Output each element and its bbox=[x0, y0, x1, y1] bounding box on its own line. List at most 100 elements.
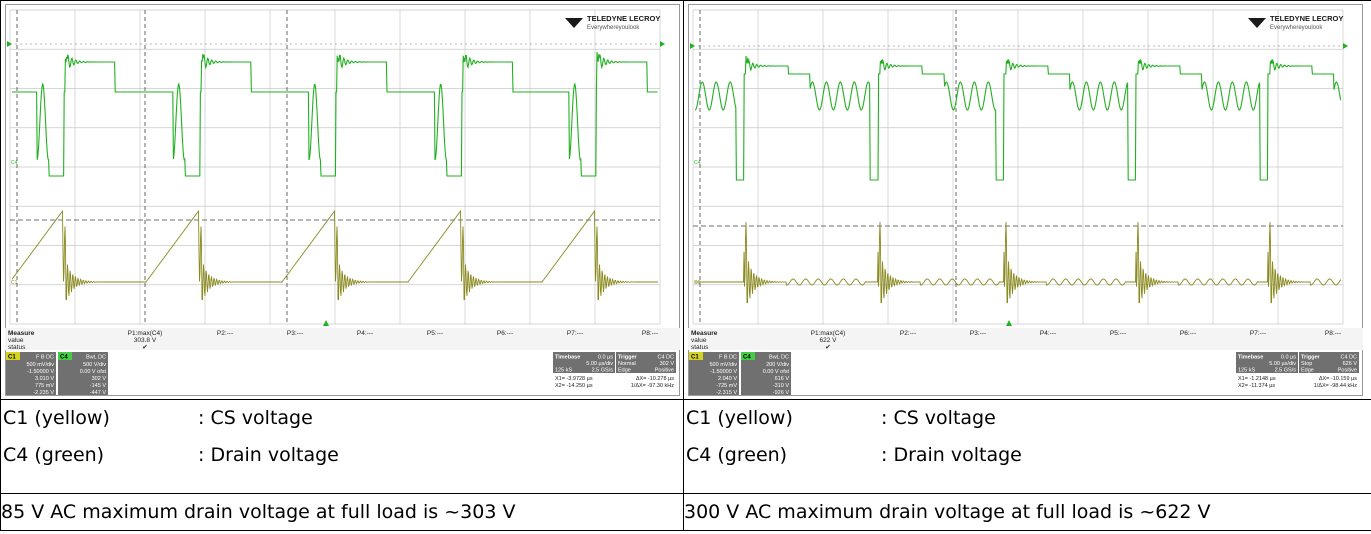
c4-badge-label: C4 bbox=[743, 355, 751, 361]
c1-badge bbox=[689, 352, 703, 360]
legend-cell-left: C1 (yellow) : CS voltage C4 (green) : Drai… bbox=[0, 399, 684, 494]
trigger-label: Trigger bbox=[1301, 355, 1321, 361]
c4-offset: 0.00 V ofst bbox=[763, 369, 790, 375]
c4-badge bbox=[741, 352, 755, 360]
c1-readout-1: 3.010 V bbox=[35, 376, 54, 382]
legend-c1: C1 (yellow): CS voltage bbox=[684, 400, 1371, 437]
c1-trace-marker: C1 bbox=[11, 280, 18, 286]
cursor-delta-x: ΔX= -10.278 µs bbox=[636, 376, 674, 382]
legend-c1-label: C1 (yellow) bbox=[686, 407, 793, 429]
c1-readout-3: -2.315 V bbox=[716, 390, 737, 396]
c1-readout-2: 775 mV bbox=[35, 383, 54, 389]
oscilloscope-screenshot-right: C4 C1 TELEDYNE LECROY Everywhereyoulook Meas… bbox=[688, 4, 1363, 396]
measure-status-label: status bbox=[8, 344, 26, 351]
c4-badge bbox=[58, 352, 72, 360]
timebase-box bbox=[553, 352, 615, 373]
scope-cell-left: C4 C1 TELEDYNE LECROY Everywhereyoulook Meas… bbox=[0, 0, 684, 400]
measure-bar bbox=[688, 328, 1363, 350]
measure-param-4: P4:--- bbox=[357, 330, 373, 337]
cursor-x1: X1= -3.9728 µs bbox=[555, 376, 593, 382]
c1-trace-marker: C1 bbox=[694, 280, 701, 286]
c4-readout-1: 302 V bbox=[92, 376, 107, 382]
scope-display-right: C4 C1 TELEDYNE LECROY Everywhereyoulook Meas… bbox=[688, 4, 1363, 396]
measure-param-1: P1:max(C4) bbox=[128, 330, 163, 337]
trigger-type: Edge bbox=[1301, 368, 1314, 374]
c1-vdiv: 500 mV/div bbox=[26, 362, 54, 368]
c1-readout-1: 2.040 V bbox=[718, 376, 737, 382]
scope-display-left: C4 C1 TELEDYNE LECROY Everywhereyoulook Meas… bbox=[5, 4, 680, 396]
trigger-marker bbox=[1343, 43, 1348, 49]
c4-drain-voltage-trace bbox=[12, 51, 658, 177]
c1-readout-2: -725 mV bbox=[716, 383, 737, 389]
c4-readout-2: -145 V bbox=[90, 383, 107, 389]
legend-c4: C4 (green) : Drain voltage bbox=[1, 437, 683, 474]
trigger-slope: Positive bbox=[1338, 368, 1357, 374]
brand-logo-text: TELEDYNE LECROY bbox=[1270, 14, 1343, 23]
legend-c1-label: C1 (yellow) bbox=[3, 407, 110, 429]
scope-cell-right: C4 C1 TELEDYNE LECROY Everywhereyoulook Meas… bbox=[683, 0, 1371, 400]
c4-vdiv: 500 V/div bbox=[83, 362, 106, 368]
legend-c4-label: C4 (green) bbox=[686, 444, 788, 466]
measure-p1-status: ✔ bbox=[142, 344, 148, 351]
measure-p1-status: ✔ bbox=[825, 344, 831, 351]
c1-cs-voltage-trace bbox=[695, 222, 1342, 304]
c4-offset: 0.00 V ofst bbox=[80, 369, 107, 375]
c1-coupling: F B DC bbox=[36, 355, 54, 361]
measure-param-4: P4:--- bbox=[1040, 330, 1056, 337]
c4-readout-2: -310 V bbox=[773, 383, 790, 389]
legend-c1-desc: : CS voltage bbox=[198, 407, 313, 429]
c4-badge-label: C4 bbox=[60, 355, 68, 361]
measure-param-8: P8:--- bbox=[642, 330, 658, 337]
trigger-mode: Normal bbox=[618, 361, 636, 367]
cursor-x2: X2= -14.250 µs bbox=[555, 383, 593, 389]
measure-value-label: value bbox=[8, 337, 24, 344]
legend-cell-right: C1 (yellow): CS voltage C4 (green): Drai… bbox=[683, 399, 1371, 494]
c1-offset: -1.50000 V bbox=[27, 369, 54, 375]
measure-param-2: P2:--- bbox=[900, 330, 916, 337]
timebase-label: Timebase bbox=[555, 355, 580, 361]
measure-param-3: P3:--- bbox=[970, 330, 986, 337]
teledyne-logo-icon bbox=[1248, 18, 1266, 28]
measure-param-7: P7:--- bbox=[567, 330, 583, 337]
measure-status-label: status bbox=[691, 344, 709, 351]
measure-p1-value: 622 V bbox=[820, 337, 838, 344]
timebase-label: Timebase bbox=[1238, 355, 1263, 361]
summary-right: 300 V AC maximum drain voltage at full l… bbox=[683, 493, 1371, 531]
cursor-x1: X1= -1.2148 µs bbox=[1238, 376, 1276, 382]
measure-param-5: P5:--- bbox=[427, 330, 443, 337]
trigger-box bbox=[616, 352, 676, 373]
timebase-box bbox=[1236, 352, 1298, 373]
trigger-label: Trigger bbox=[618, 355, 638, 361]
trigger-source: C4 DC bbox=[1340, 355, 1357, 361]
oscilloscope-screenshot-left: C4 C1 TELEDYNE LECROY Everywhereyoulook Meas… bbox=[5, 4, 680, 396]
c4-readout-1: 616 V bbox=[775, 376, 790, 382]
legend-c4: C4 (green): Drain voltage bbox=[684, 437, 1371, 474]
measure-param-8: P8:--- bbox=[1325, 330, 1341, 337]
timebase-rate: 2.5 GS/s bbox=[1275, 368, 1297, 374]
measure-param-3: P3:--- bbox=[287, 330, 303, 337]
c4-readout-3: -447 V bbox=[90, 390, 107, 396]
c4-vdiv: 200 V/div bbox=[766, 362, 789, 368]
cursor-x2: X2= -11.374 µs bbox=[1238, 383, 1275, 389]
timebase-samples: 125 kS bbox=[555, 368, 572, 374]
measure-param-6: P6:--- bbox=[1180, 330, 1196, 337]
measure-heading: Measure bbox=[691, 330, 718, 337]
timebase-rate: 2.5 GS/s bbox=[592, 368, 614, 374]
legend-c4-label: C4 (green) bbox=[3, 444, 105, 466]
trigger-type: Edge bbox=[618, 368, 631, 374]
timebase-samples: 125 kS bbox=[1238, 368, 1255, 374]
trigger-box bbox=[1299, 352, 1359, 373]
trigger-slope: Positive bbox=[655, 368, 674, 374]
timebase-delay: 0.0 µs bbox=[598, 355, 613, 361]
legend-c4-desc: : Drain voltage bbox=[198, 444, 339, 466]
measure-param-1: P1:max(C4) bbox=[811, 330, 846, 337]
c4-offset-marker bbox=[7, 41, 12, 47]
c1-cs-voltage-trace bbox=[11, 209, 658, 301]
timebase-tdiv: 5.00 µs/div bbox=[586, 361, 613, 367]
trigger-mode: Stop bbox=[1301, 361, 1312, 367]
cursor-delta-x: ΔX= -10.159 µs bbox=[1319, 376, 1357, 382]
measure-heading: Measure bbox=[8, 330, 35, 337]
measure-p1-value: 303.8 V bbox=[134, 337, 157, 344]
teledyne-logo-icon bbox=[565, 18, 583, 28]
